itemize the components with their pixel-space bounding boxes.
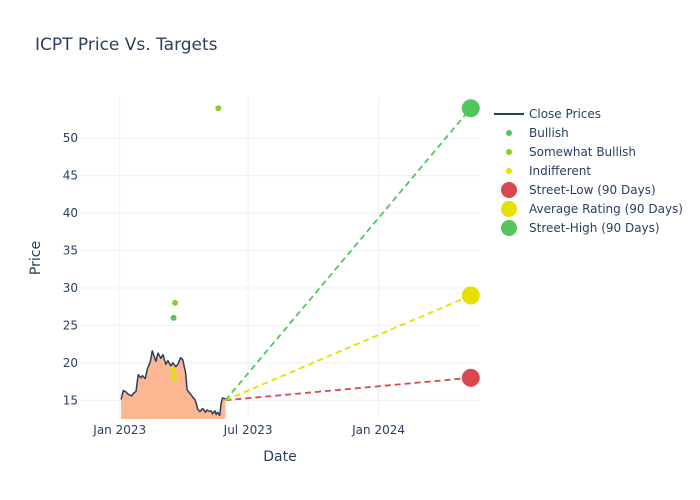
legend-label: Street-Low (90 Days) (529, 183, 656, 197)
grid (80, 97, 480, 419)
y-tick-label: 25 (63, 318, 78, 332)
x-tick-label: Jul 2023 (223, 423, 273, 437)
legend-label: Bullish (529, 126, 569, 140)
legend-label: Indifferent (529, 164, 591, 178)
rating-points (169, 105, 222, 381)
y-tick-label: 30 (63, 281, 78, 295)
legend-marker-symbol (506, 130, 512, 136)
y-tick-label: 15 (63, 393, 78, 407)
legend-marker-symbol (506, 149, 512, 155)
target-marker (461, 368, 480, 387)
legend-marker-symbol (501, 182, 517, 198)
rating-point (169, 367, 176, 374)
legend-marker-symbol (501, 201, 517, 217)
chart-title: ICPT Price Vs. Targets (35, 35, 218, 55)
legend-label: Somewhat Bullish (529, 145, 636, 159)
y-tick-label: 45 (63, 169, 78, 183)
y-tick-label: 35 (63, 244, 78, 258)
target-lines (224, 107, 472, 402)
x-axis-title: Date (263, 449, 296, 465)
y-tick-label: 40 (63, 206, 78, 220)
rating-point (215, 105, 222, 112)
x-tick-label: Jan 2024 (351, 423, 405, 437)
target-marker (461, 286, 480, 305)
x-tick-label: Jan 2023 (92, 423, 146, 437)
rating-point (171, 374, 178, 381)
target-marker (461, 99, 480, 118)
y-tick-label: 50 (63, 131, 78, 145)
legend-label: Close Prices (529, 107, 601, 121)
close-price-area (120, 350, 226, 419)
legend-marker-symbol (506, 168, 512, 174)
y-axis-ticks: 15 20 25 30 35 40 45 50 (63, 131, 78, 407)
y-tick-label: 20 (63, 356, 78, 370)
target-line (224, 107, 472, 401)
target-line (225, 294, 472, 402)
rating-point (172, 299, 179, 306)
target-line (225, 376, 471, 402)
legend-label: Street-High (90 Days) (529, 221, 660, 235)
target-markers (461, 99, 480, 387)
rating-point (170, 314, 177, 321)
close-price-line (120, 350, 226, 417)
legend-label: Average Rating (90 Days) (529, 202, 683, 216)
x-axis-ticks: Jan 2023 Jul 2023 Jan 2024 (92, 423, 405, 437)
y-axis-title: Price (28, 241, 44, 275)
plot-area (80, 97, 480, 419)
close-price-fill (121, 350, 226, 419)
legend: Close Prices Bullish Somewhat Bullish Indif… (494, 107, 683, 236)
legend-marker-symbol (501, 220, 517, 236)
